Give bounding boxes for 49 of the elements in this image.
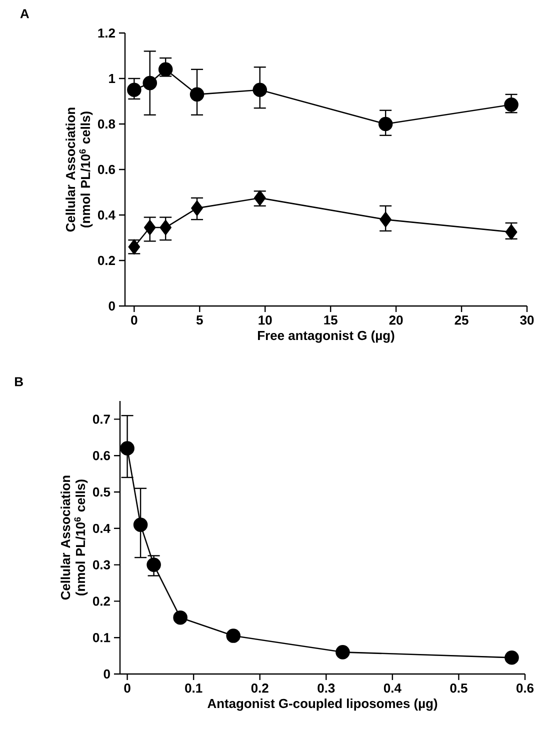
point (142, 76, 158, 90)
chart-title: B (15, 377, 23, 386)
x-tick-label: 30 (520, 316, 534, 325)
x-tick-label: 0.4 (384, 684, 402, 693)
x-tick-label: 0.5 (450, 684, 468, 693)
x-tick-label: 15 (324, 316, 338, 325)
chart-title: A (20, 9, 29, 18)
y-tick-label: 0.5 (92, 487, 110, 497)
y-tick-label: 1.2 (98, 28, 115, 38)
point (158, 62, 173, 77)
x-tick-label: 10 (258, 316, 272, 325)
y-tick-label: 0.6 (98, 164, 116, 174)
y-tick-label: 0 (104, 669, 110, 679)
y-tick-label: 0.4 (92, 524, 110, 533)
point (252, 82, 268, 98)
x-axis-title: Antagonist G-coupled liposomes (µg) (208, 698, 438, 711)
y-tick-label: 0.2 (98, 256, 115, 266)
x-tick-label: 0.1 (185, 684, 202, 693)
point (378, 116, 393, 132)
x-axis-title: Free antagonist G (µg) (258, 330, 394, 343)
point (191, 200, 203, 216)
x-tick-label: 0 (131, 316, 138, 325)
point (146, 558, 161, 572)
point (120, 441, 134, 456)
y-tick-label: 0.3 (92, 560, 110, 570)
x-tick-label: 25 (454, 316, 468, 325)
y-tick-label: 0.8 (98, 119, 116, 129)
point (336, 645, 350, 660)
y-tick-label: 0.6 (92, 451, 110, 460)
y-tick-label: 0.2 (92, 596, 110, 606)
point (226, 628, 240, 643)
point (173, 610, 188, 625)
x-tick-label: 0 (124, 684, 130, 693)
point (504, 650, 519, 665)
point (190, 87, 204, 102)
point (144, 220, 156, 236)
y-tick-label: 0.7 (92, 414, 110, 424)
y-tick-label: 0.4 (98, 210, 116, 220)
point (133, 518, 148, 532)
x-tick-label: 0.6 (516, 684, 534, 693)
x-tick-label: 20 (389, 316, 403, 325)
x-tick-label: 0.2 (251, 684, 268, 693)
y-tick-label: 0.1 (92, 633, 110, 642)
x-tick-label: 0.3 (318, 684, 335, 693)
point (160, 220, 172, 236)
y-tick-label: 1 (109, 74, 116, 83)
point (380, 212, 392, 228)
y-tick-label: 0 (108, 301, 115, 311)
x-tick-label: 5 (196, 316, 203, 325)
